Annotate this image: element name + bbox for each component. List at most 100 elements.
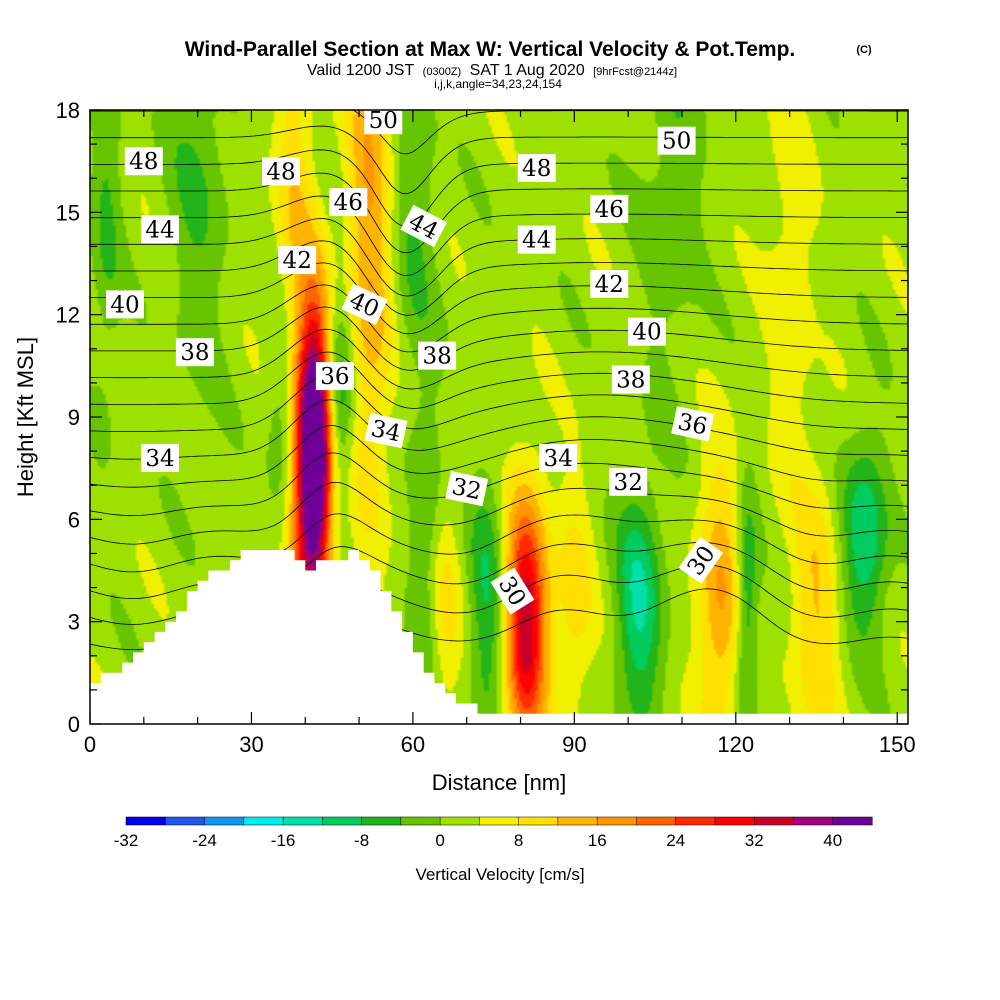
colorbar-label: -8 (354, 831, 369, 850)
colorbar-swatch (361, 816, 402, 826)
contour-label: 38 (611, 365, 650, 394)
contour-label-text: 36 (675, 409, 709, 441)
contour-label-text: 42 (595, 272, 624, 298)
grid-indices-line: i,j,k,angle=34,23,24,154 (434, 77, 562, 91)
y-tick-label: 9 (68, 405, 80, 430)
contour-label-text: 46 (595, 197, 624, 223)
theta-contour-line (90, 328, 908, 390)
contour-label: 46 (590, 194, 629, 223)
contour-label: 34 (539, 443, 578, 472)
x-axis: 0 30 60 90 120 150 (84, 110, 916, 757)
theta-contour-line (90, 375, 908, 432)
colorbar-title: Vertical Velocity [cm/s] (415, 865, 584, 884)
contour-label-text: 38 (616, 368, 645, 394)
colorbar-swatch (675, 816, 716, 826)
contour-label-text: 38 (180, 340, 209, 366)
y-tick-label: 0 (68, 712, 80, 737)
contour-label-text: 50 (662, 129, 691, 155)
theta-contour-line (90, 240, 908, 316)
contour-label-text: 40 (110, 292, 139, 318)
contour-label: 38 (418, 341, 457, 370)
y-tick-label: 12 (56, 303, 80, 328)
theta-contour-line (90, 195, 908, 276)
y-tick-label: 6 (68, 507, 80, 532)
contour-label: 40 (628, 317, 666, 346)
contour-label-text: 34 (544, 446, 573, 472)
colorbar-label: 32 (745, 831, 764, 850)
x-tick-label: 60 (401, 732, 425, 757)
colorbar-label: 24 (666, 831, 685, 850)
colorbar-label: 40 (823, 831, 842, 850)
colorbar-swatch (479, 816, 520, 826)
potential-temperature-contours (90, 110, 908, 650)
contour-label: 34 (364, 412, 408, 449)
colorbar-swatch (596, 816, 637, 826)
contour-label-text: 36 (320, 364, 349, 390)
colorbar-swatch (322, 816, 363, 826)
colorbar-label: -32 (114, 831, 139, 850)
theta-contour-line (90, 125, 908, 195)
colorbar-swatch (125, 816, 166, 826)
theta-contour-line (90, 149, 908, 227)
contour-label-text: 46 (334, 190, 363, 216)
x-tick-label: 0 (84, 732, 96, 757)
valid-time-line: Valid 1200 JST (0300Z) SAT 1 Aug 2020 [9… (307, 62, 677, 79)
contour-label: 48 (124, 147, 163, 176)
plot-area: 4844403834484236504640443834323048443450… (89, 106, 909, 725)
theta-contour-line (90, 218, 908, 297)
contour-label: 48 (517, 154, 556, 182)
contour-label: 32 (445, 470, 489, 507)
contour-label: 50 (657, 126, 696, 155)
contour-label-text: 48 (129, 149, 158, 175)
contour-label: 44 (141, 215, 179, 244)
contour-label: 36 (671, 406, 715, 442)
contour-label-text: 40 (632, 320, 661, 346)
contour-label-text: 48 (266, 159, 295, 185)
colorbar-swatch (793, 816, 834, 826)
terrain-mask (90, 550, 908, 724)
contour-label: 48 (262, 157, 300, 186)
colorbar-label: 8 (514, 831, 523, 850)
colorbar-swatch (204, 816, 245, 826)
contour-label-text: 44 (522, 228, 551, 254)
x-tick-label: 30 (239, 732, 263, 757)
theta-contour-line (90, 481, 908, 545)
colorbar: -32 -24 -16 -8 0 8 16 24 32 40 (114, 816, 873, 850)
colorbar-swatch (636, 816, 677, 826)
colorbar-swatch (439, 816, 480, 826)
y-tick-label: 18 (56, 98, 80, 123)
contour-label: 42 (278, 246, 317, 275)
theta-contour-line (90, 399, 908, 460)
theta-contour-line (90, 513, 908, 573)
colorbar-swatch (282, 816, 323, 826)
contour-label-text: 34 (369, 416, 403, 448)
contour-label-text: 50 (369, 108, 398, 134)
colorbar-label: -16 (271, 831, 296, 850)
x-tick-label: 90 (562, 732, 586, 757)
colorbar-swatch (557, 816, 598, 826)
theta-contour-line (90, 425, 908, 488)
contour-label: 46 (329, 188, 368, 217)
contour-label: 50 (364, 106, 403, 135)
y-tick-label: 3 (68, 610, 80, 635)
contour-label: 36 (315, 362, 354, 391)
y-axis-label: Height [Kft MSL] (13, 337, 38, 497)
copyright-mark: (C) (856, 44, 872, 56)
x-tick-label: 150 (879, 732, 916, 757)
colorbar-label: 0 (435, 831, 444, 850)
contour-label: 32 (609, 467, 648, 496)
colorbar-label: -24 (192, 831, 217, 850)
x-axis-label: Distance [nm] (432, 770, 567, 795)
colorbar-swatch (518, 816, 559, 826)
colorbar-label: 16 (588, 831, 607, 850)
colorbar-swatch (714, 816, 755, 826)
y-tick-label: 15 (56, 200, 80, 225)
chart-title: Wind-Parallel Section at Max W: Vertical… (185, 38, 796, 61)
contour-label: 42 (590, 270, 629, 298)
contour-label-text: 34 (145, 446, 174, 472)
colorbar-swatch (400, 816, 441, 826)
colorbar-swatch (243, 816, 284, 826)
contour-label-text: 32 (449, 474, 483, 506)
